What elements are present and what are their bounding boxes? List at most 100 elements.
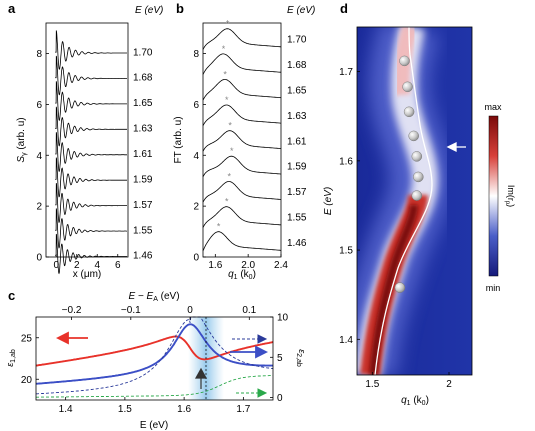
panel-b-series-label: 1.68 — [287, 60, 307, 71]
panel-d-points — [394, 55, 424, 293]
panel-label-b: b — [176, 1, 184, 16]
panel-d-colorbar-label: Im(rp) — [504, 185, 516, 207]
panel-b-ytick-label: 8 — [193, 49, 199, 60]
panel-c-arrow-eps1 — [55, 331, 88, 345]
panel-b-peak-markers: * * * * * * * * * — [217, 19, 234, 232]
panel-d-ytick-label: 1.6 — [339, 156, 353, 167]
panel-c-arrow-eps2 — [230, 345, 269, 359]
panel-b-xlabel-main: q — [228, 269, 234, 280]
panel-c-right-ytick-label: 10 — [277, 313, 289, 324]
panel-c-top-xtick-label: 0 — [187, 305, 193, 316]
panel-a-curve-1.65 — [55, 81, 127, 122]
panel-a-series-label: 1.55 — [133, 225, 153, 236]
panel-c-ylabel-left-main: ε — [5, 362, 15, 367]
panel-c-top-xtick-label: −0.1 — [121, 305, 141, 316]
panel-c-xlabel: E (eV) — [140, 420, 168, 431]
panel-b-curve-1.55 — [202, 206, 281, 228]
panel-d-point — [411, 151, 423, 162]
panel-c-top-xlabel-sub: A — [153, 296, 158, 303]
panel-d-yticks: 1.4 1.5 1.6 1.7 — [339, 67, 360, 346]
panel-b-peak-marker: * — [222, 44, 226, 54]
panel-c-ylabel-left-sub: 1,ab — [10, 349, 17, 363]
panel-a-ylabel-sub: γ — [21, 152, 28, 156]
panel-a-curve-1.57 — [55, 183, 127, 224]
panel-a-series-label: 1.46 — [133, 251, 153, 262]
panel-c-left-ytick-label: 20 — [21, 375, 33, 386]
panel-a-series-label: 1.59 — [133, 174, 153, 185]
panel-b-peak-marker: * — [225, 95, 229, 105]
panel-c-arrow-eps2-dashed — [236, 388, 268, 398]
panel-b-legend-title: E (eV) — [287, 5, 315, 16]
panel-d-xticks: 1.5 2 — [365, 372, 452, 390]
panel-a-xticks: 0 2 4 6 — [53, 254, 121, 271]
panel-a-xtick-label: 4 — [94, 260, 100, 271]
panel-c-ylabel-right-main: ε — [297, 349, 307, 354]
panel-b-ytick-label: 6 — [193, 100, 199, 111]
panel-d-xlabel: q1 (k0) — [401, 395, 429, 407]
panel-d-xlabel-unit-end: ) — [426, 395, 429, 406]
panel-a-series-label: 1.65 — [133, 98, 153, 109]
panel-c-xtick-label: 1.4 — [59, 404, 73, 415]
panel-c-ylabel-left: ε1,ab — [5, 349, 17, 367]
panel-label-a: a — [8, 1, 16, 16]
panel-d-point — [403, 106, 415, 118]
panel-a-curves — [55, 30, 127, 275]
panel-c-curve-eps1-dashed — [35, 316, 274, 395]
panel-d-colorbar-label-end: ) — [506, 204, 516, 207]
panel-b-peak-marker: * — [230, 146, 234, 156]
panel-d: 1.41.51.61.7 1.5 2 E (eV) q1 (k0) max min… — [323, 26, 516, 407]
panel-a-ytick-label: 2 — [36, 202, 42, 213]
panel-a-series-labels: 1.46 1.55 1.57 1.59 1.61 1.63 1.65 1.68 1.70 — [133, 47, 153, 261]
panel-a-curve-1.70 — [55, 30, 127, 70]
panel-c-top-xlabel-main: E − E — [128, 291, 153, 302]
panel-a-curve-1.46 — [55, 233, 127, 275]
panel-label-c: c — [8, 288, 15, 303]
panel-b-frame — [202, 22, 282, 258]
panel-d-xlabel-unit-sub: 0 — [422, 400, 426, 407]
panel-a-curve-1.61 — [55, 132, 127, 172]
panel-b-series-labels: 1.46 1.55 1.57 1.59 1.61 1.63 1.65 1.68 1.70 — [287, 35, 307, 249]
panel-a-ylabel-unit: (arb. u) — [16, 117, 27, 152]
panel-d-heatmap — [357, 27, 472, 375]
panel-d-point — [408, 130, 419, 142]
panel-b-curve-1.63 — [202, 104, 281, 126]
panel-c-left-ytick-label: 25 — [21, 333, 33, 344]
panel-b-curve-1.65 — [202, 79, 281, 101]
panel-a-ytick-label: 8 — [36, 49, 42, 60]
panel-b-xtick-label: 1.6 — [208, 260, 222, 271]
panel-b-curve-1.61 — [202, 130, 281, 152]
panel-b-peak-marker: * — [225, 197, 229, 207]
panel-d-colorbar-min: min — [486, 283, 501, 293]
panel-a-curve-1.63 — [55, 106, 127, 147]
panel-d-colorbar — [488, 115, 499, 277]
panel-d-point — [399, 55, 410, 67]
panel-b-ylabel: FT (arb. u) — [173, 116, 184, 163]
panel-b-xlabel-unit-sub: 0 — [249, 274, 253, 281]
panel-a-ylabel-main: S — [16, 156, 27, 163]
panel-a-xtick-label: 2 — [74, 260, 80, 271]
panel-b-series-label: 1.55 — [287, 213, 307, 224]
panel-d-ytick-label: 1.7 — [339, 67, 353, 78]
panel-b-peak-marker: * — [217, 222, 221, 232]
panel-a-series-label: 1.68 — [133, 73, 153, 84]
panel-b-xlabel: q1 (k0) — [228, 269, 256, 281]
panel-c-xtick-label: 1.5 — [118, 404, 132, 415]
panel-b-xtick-label: 2.0 — [241, 260, 255, 271]
panel-c-arrow-eps1-dashed — [232, 334, 268, 344]
panel-b-curve-1.57 — [202, 181, 282, 203]
panel-b-xlabel-unit-end: ) — [253, 269, 256, 280]
panel-c-frame — [35, 316, 274, 401]
panel-d-point — [413, 171, 424, 183]
panel-d-colorbar-max: max — [484, 102, 502, 112]
panel-b-curve-1.59 — [202, 155, 281, 178]
panel-c-xticks: 1.4 1.5 1.6 1.7 — [59, 397, 251, 415]
panel-d-xtick-label: 2 — [446, 379, 452, 390]
panel-d-arrow — [446, 141, 466, 153]
panel-c-top-xtick-label: 0.1 — [242, 305, 256, 316]
panel-d-ytick-label: 1.4 — [339, 335, 353, 346]
panel-b-series-label: 1.61 — [287, 136, 307, 147]
